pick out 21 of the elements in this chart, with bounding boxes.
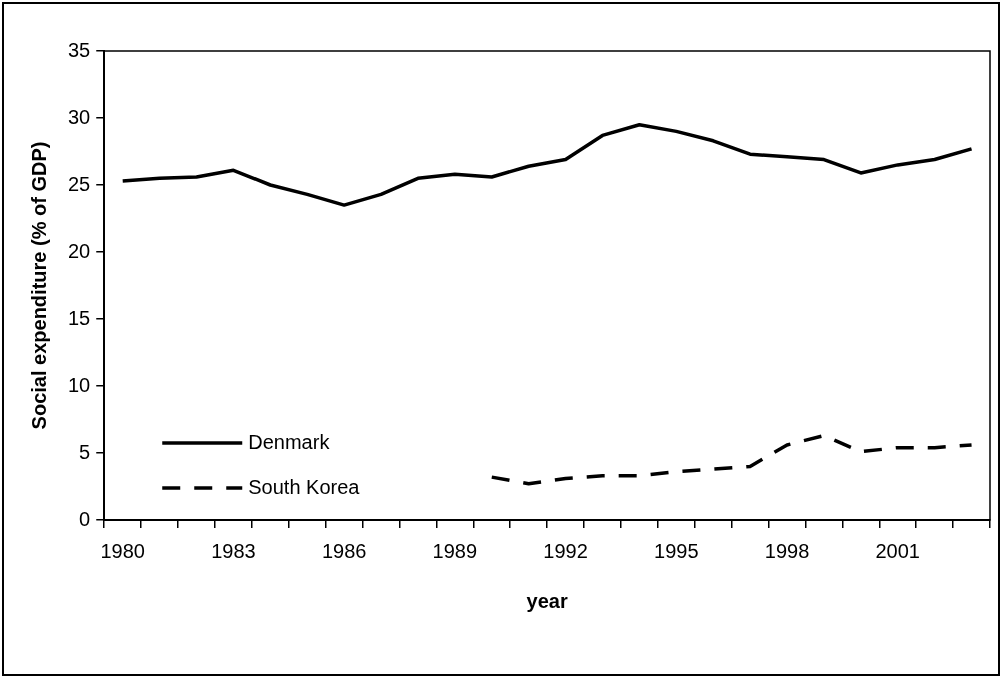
y-tick-label: 35 <box>68 38 91 61</box>
x-tick-label: 1989 <box>432 539 478 562</box>
y-tick-label: 15 <box>68 306 91 329</box>
x-tick-label: 2001 <box>875 539 920 562</box>
x-tick-label: 1995 <box>654 539 699 562</box>
y-tick-label: 25 <box>68 172 91 195</box>
x-axis-title: year <box>526 589 568 612</box>
line-series <box>490 433 974 486</box>
y-axis-title: Social expenditure (% of GDP) <box>27 141 50 430</box>
x-tick-label: 1983 <box>211 539 256 562</box>
y-tick-label: 10 <box>68 373 91 396</box>
y-tick-label: 0 <box>79 507 91 530</box>
y-tick-label: 20 <box>68 239 91 262</box>
x-tick-label: 1986 <box>321 539 367 562</box>
legend-label: South Korea <box>248 475 361 498</box>
x-tick-label: 1998 <box>764 539 810 562</box>
x-tick-label: 1980 <box>100 539 145 562</box>
legend-label: Denmark <box>248 430 331 453</box>
y-tick-label: 30 <box>68 105 91 128</box>
x-tick-label: 1992 <box>543 539 588 562</box>
y-tick-label: 5 <box>79 440 91 463</box>
